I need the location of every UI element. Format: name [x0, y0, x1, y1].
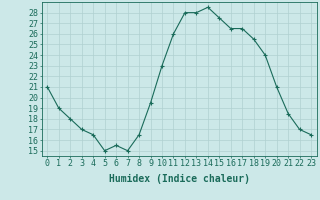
X-axis label: Humidex (Indice chaleur): Humidex (Indice chaleur) — [109, 174, 250, 184]
